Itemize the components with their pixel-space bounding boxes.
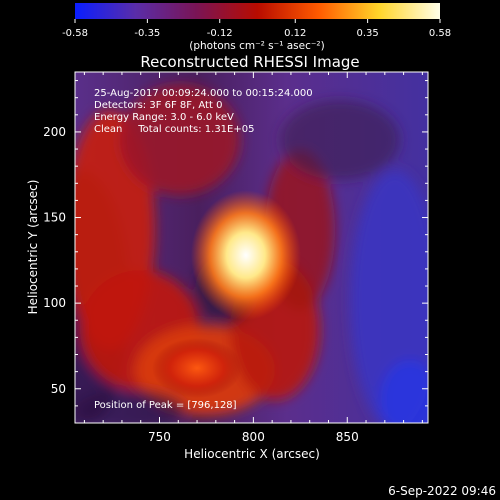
annotation-peak-position: Position of Peak = [796,128] [94, 400, 237, 411]
x-tick-label: 800 [242, 430, 265, 444]
x-axis-ticks: 750 800 850 [83, 72, 423, 444]
x-tick-label: 750 [148, 430, 171, 444]
annotation-time-range: 25-Aug-2017 00:09:24.000 to 00:15:24.000 [94, 88, 313, 99]
colorbar-tick-label: -0.58 [62, 28, 88, 39]
colorbar [75, 3, 440, 19]
colorbar-tick-label: 0.12 [284, 28, 306, 39]
y-axis-ticks: 50 100 150 200 [43, 80, 428, 407]
colorbar-tick-label: 0.35 [356, 28, 378, 39]
chart-title: Reconstructed RHESSI Image [140, 53, 359, 71]
y-tick-label: 150 [43, 211, 66, 225]
annotation-detectors: Detectors: 3F 6F 8F, Att 0 [94, 100, 222, 111]
annotation-clean: Clean Total counts: 1.31E+05 [94, 124, 254, 135]
y-tick-label: 100 [43, 296, 66, 310]
y-tick-label: 200 [43, 125, 66, 139]
x-tick-label: 850 [336, 430, 359, 444]
y-tick-label: 50 [51, 382, 66, 396]
plot-frame [74, 71, 429, 424]
x-axis-label: Heliocentric X (arcsec) [184, 447, 320, 461]
colorbar-tick-label: -0.35 [134, 28, 160, 39]
footer-date: 6-Sep-2022 09:46 [388, 484, 496, 498]
annotation-energy: Energy Range: 3.0 - 6.0 keV [94, 112, 234, 123]
colorbar-tick-label: 0.58 [429, 28, 451, 39]
peak-emission [190, 190, 301, 321]
colorbar-tick-label: -0.12 [207, 28, 233, 39]
colorbar-units: (photons cm⁻² s⁻¹ asec⁻²) [189, 40, 324, 52]
colorbar-ticks: -0.58 -0.35 -0.12 0.12 0.35 0.58 [62, 19, 451, 39]
heatmap-image [75, 72, 428, 423]
y-axis-label: Heliocentric Y (arcsec) [26, 180, 40, 315]
